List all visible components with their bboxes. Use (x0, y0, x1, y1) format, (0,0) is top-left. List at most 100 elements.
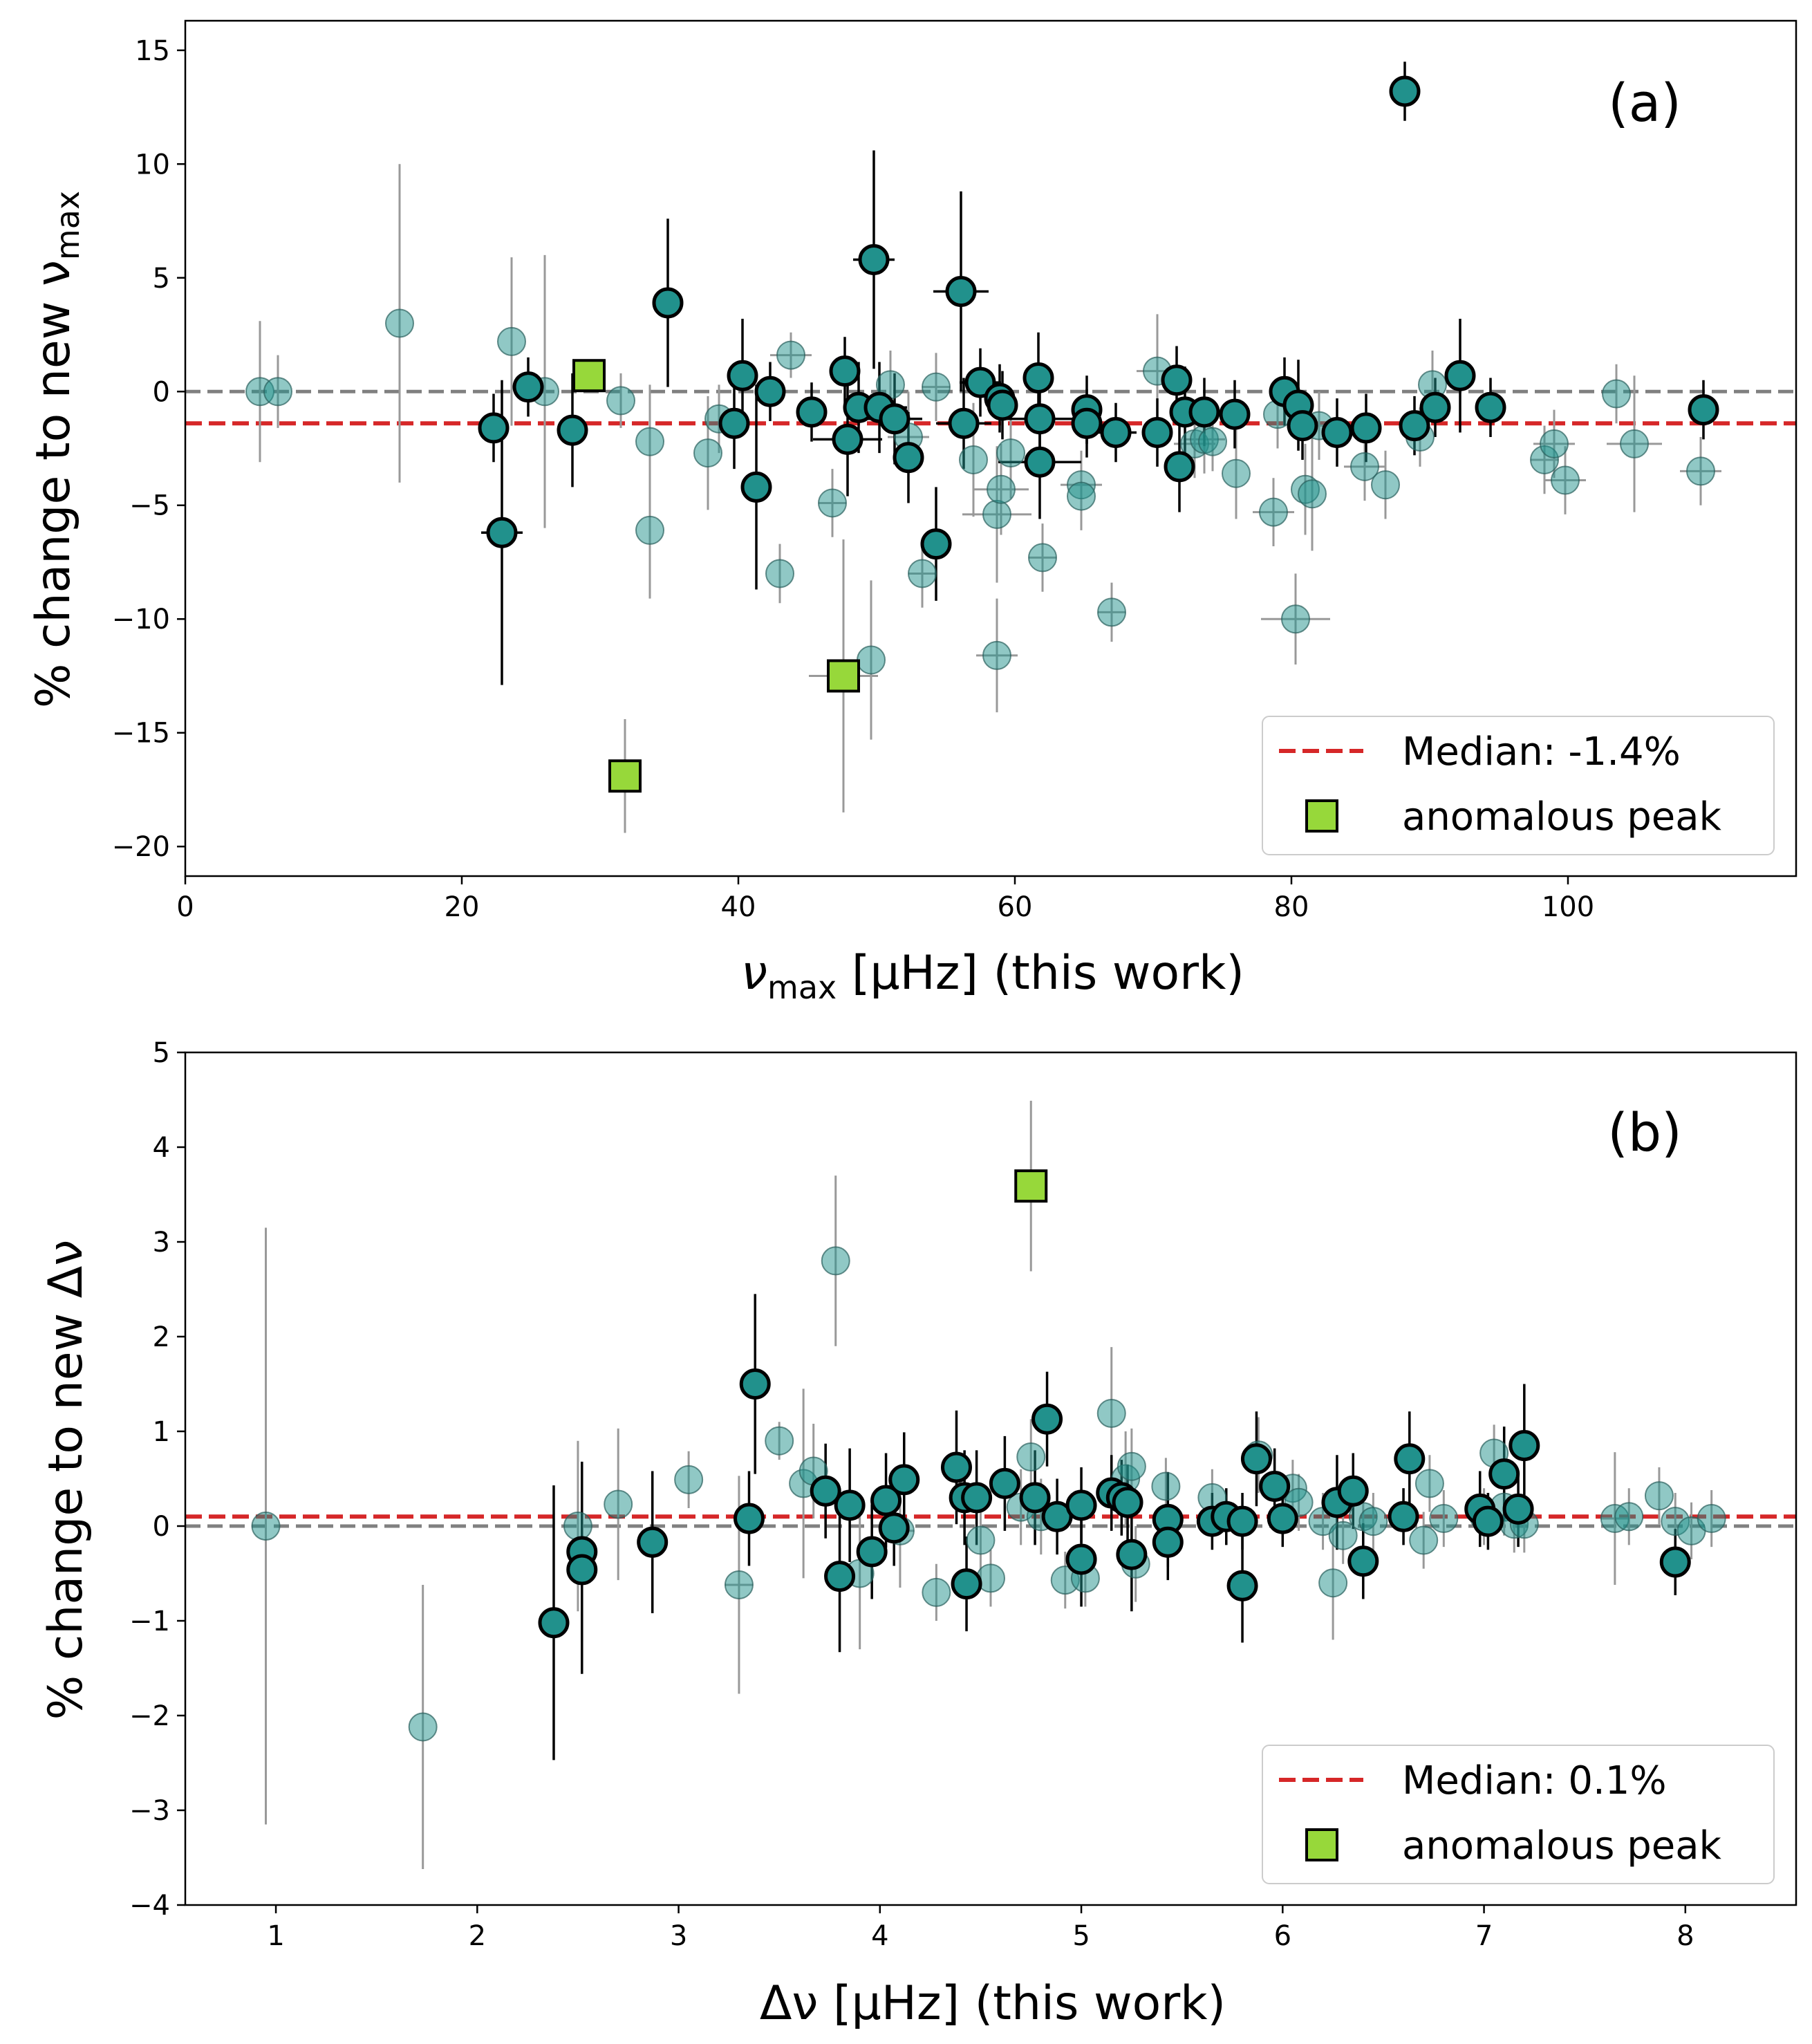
data-point-faded (1298, 479, 1327, 509)
data-point (920, 528, 952, 560)
data-point-faded (1350, 452, 1379, 481)
panel-b-legend-median-label: Median: 0.1% (1402, 1758, 1667, 1803)
data-point-faded (693, 438, 722, 468)
panel-a-points (245, 75, 1719, 793)
y-tick-label: −1 (129, 1606, 170, 1637)
x-tick-label: 0 (176, 891, 194, 923)
data-point-faded (765, 1426, 794, 1456)
data-point-faded (922, 1577, 951, 1607)
data-point-faded (1097, 597, 1126, 627)
data-point (652, 287, 684, 319)
data-point (878, 1512, 910, 1544)
panel-b-label: (b) (1607, 1102, 1682, 1163)
anomalous-peak-marker (827, 659, 860, 693)
data-point-faded (635, 515, 664, 545)
y-tick-label: 4 (153, 1132, 170, 1164)
data-point-faded (674, 1465, 704, 1494)
x-tick-label: 3 (670, 1920, 687, 1952)
anomalous-peak-marker (608, 759, 642, 793)
data-point-faded (606, 386, 635, 416)
data-point-faded (1551, 465, 1580, 495)
data-point (739, 1368, 771, 1400)
data-point-faded (1371, 470, 1400, 500)
data-point (637, 1526, 669, 1558)
data-point (1024, 446, 1056, 478)
data-point-faded (987, 474, 1016, 504)
data-point (1472, 1505, 1504, 1537)
data-point (824, 1561, 856, 1592)
data-point (734, 1503, 765, 1534)
data-point (1226, 1505, 1258, 1537)
panel-a-y-axis-label-main: % change to new ν (26, 260, 81, 708)
data-point-faded (1318, 1568, 1348, 1598)
data-point-faded (497, 326, 526, 356)
panel-b-legend-anomalous-label: anomalous peak (1402, 1823, 1722, 1868)
data-point-faded (996, 438, 1025, 468)
panel-a-legend: Median: -1.4% anomalous peak (1262, 716, 1775, 855)
data-point (1152, 1526, 1184, 1558)
x-tick-label: 6 (1274, 1920, 1291, 1952)
x-tick-label: 5 (1072, 1920, 1090, 1952)
data-point-faded (724, 1570, 754, 1599)
data-point-faded (1614, 1502, 1644, 1532)
data-point (754, 375, 786, 407)
panel-b-axes-border (184, 1051, 1797, 1906)
data-point (1164, 451, 1195, 483)
data-point (1388, 1501, 1419, 1532)
data-point (718, 407, 750, 439)
data-point-faded (765, 559, 794, 588)
panel-b-legend-box (1262, 1745, 1775, 1884)
data-point (951, 1568, 982, 1600)
data-point (1267, 1503, 1298, 1534)
data-point (829, 355, 861, 387)
y-tick-label: 0 (153, 376, 170, 408)
panel-a-legend-anomalous-swatch (1305, 799, 1338, 833)
x-tick-label: 2 (469, 1920, 486, 1952)
data-point (1688, 394, 1719, 426)
data-point-faded (1602, 379, 1631, 409)
data-point-faded (982, 499, 1011, 529)
panel-b-y-axis-label: % change to new Δν (39, 1240, 93, 1720)
y-tick-label: 15 (135, 35, 170, 67)
panel-a-x-axis-label: νmax [μHz] (this work) (741, 946, 1244, 1006)
data-point (1219, 398, 1251, 430)
data-point-faded (1429, 1504, 1459, 1534)
data-point (1071, 407, 1103, 439)
data-point-faded (251, 1512, 281, 1541)
x-tick-label: 20 (445, 891, 480, 923)
data-point (1287, 410, 1318, 442)
data-point-faded (1096, 1398, 1126, 1428)
panel-b-ticks: 1 2 3 4 5 6 7 8 −4 −3 −2 −1 0 1 2 3 4 5 (129, 1037, 1694, 1952)
data-point (538, 1607, 570, 1639)
data-point-faded (1358, 1507, 1388, 1536)
data-point (989, 1467, 1020, 1499)
data-point (834, 1489, 866, 1521)
y-tick-label: −2 (129, 1700, 170, 1732)
data-point-faded (966, 1525, 996, 1555)
data-point (566, 1554, 598, 1586)
x-tick-label: 7 (1475, 1920, 1493, 1952)
data-point (1188, 396, 1220, 428)
data-point-faded (1620, 429, 1649, 458)
y-tick-label: 2 (153, 1321, 170, 1353)
data-point-faded (604, 1489, 633, 1519)
panel-a-y-axis-label-sub: max (49, 191, 86, 260)
y-tick-label: 0 (153, 1511, 170, 1543)
panel-b-legend-anomalous-swatch (1305, 1828, 1338, 1861)
data-point (1240, 1443, 1272, 1475)
data-point (1350, 412, 1382, 444)
data-point (1226, 1570, 1258, 1601)
data-point-faded (263, 377, 292, 407)
data-point (879, 403, 910, 435)
y-tick-label: −5 (129, 490, 170, 522)
x-tick-label: 1 (267, 1920, 284, 1952)
data-point-faded (908, 559, 937, 588)
data-point (1488, 1458, 1520, 1490)
data-point (945, 275, 977, 307)
panel-a-legend-box (1262, 716, 1775, 855)
data-point (478, 412, 510, 444)
data-point (1019, 1482, 1051, 1514)
data-point-faded (922, 372, 951, 402)
data-point (1141, 416, 1173, 448)
